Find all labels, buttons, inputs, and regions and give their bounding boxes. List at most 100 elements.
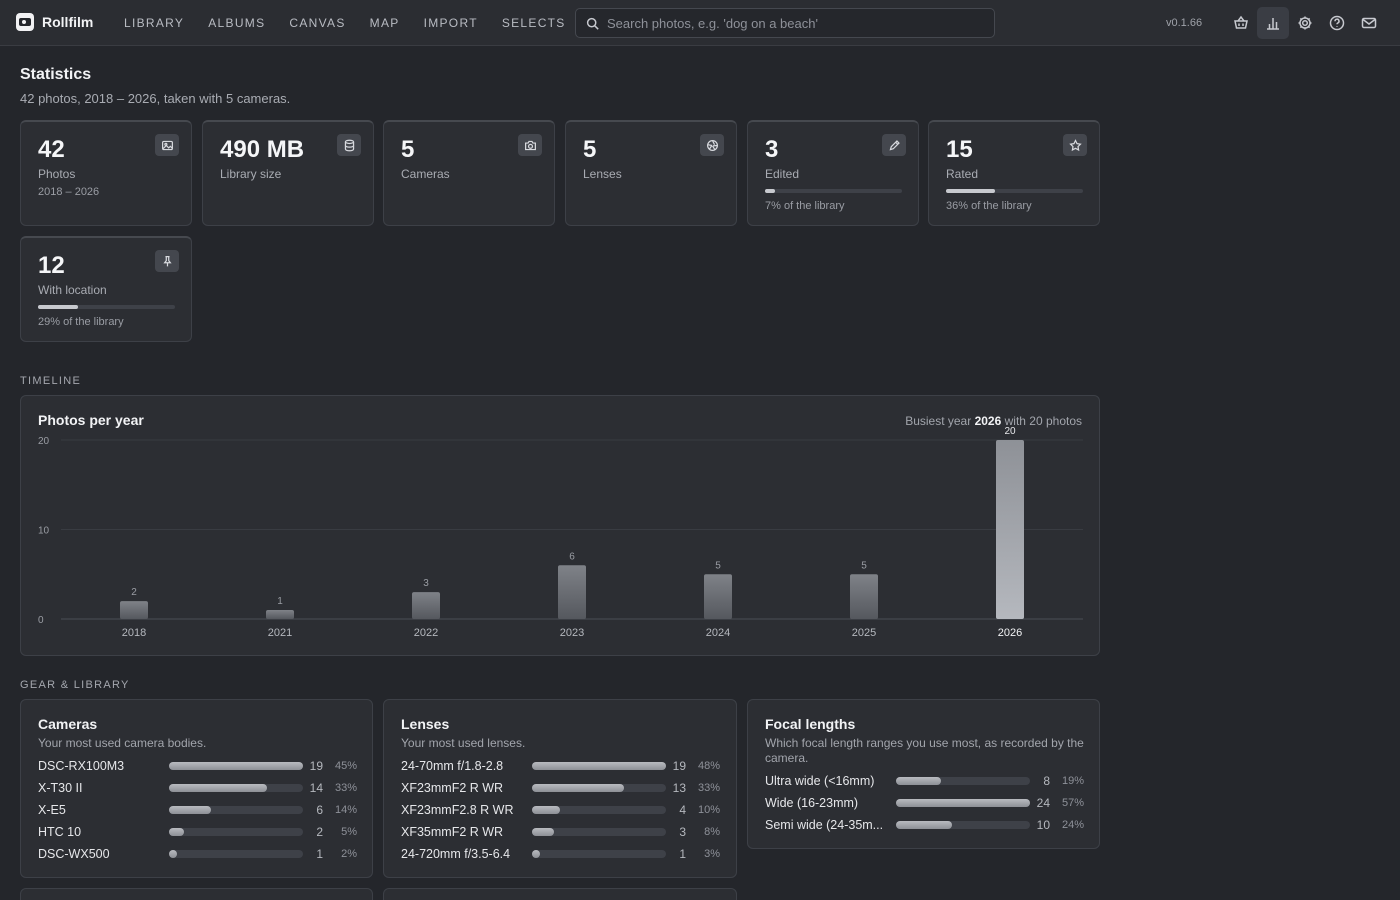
list-item-name: X-T30 II — [38, 781, 83, 795]
stat-value: 5 — [401, 136, 415, 163]
list-item[interactable]: XF23mmF2.8 R WR 4 10% — [401, 801, 720, 819]
stat-value: 3 — [765, 136, 779, 163]
data-label: 5 — [715, 560, 721, 571]
stat-value: 5 — [583, 136, 597, 163]
list-item[interactable]: X-E5 6 14% — [38, 801, 357, 819]
mail-icon[interactable] — [1353, 7, 1385, 39]
brand[interactable]: Rollfilm — [16, 13, 93, 31]
list-item-name: 24-720mm f/3.5-6.4 — [401, 847, 511, 861]
bar-2026 — [996, 440, 1024, 619]
stat-label: Cameras — [401, 167, 450, 181]
usage-bar-fill — [169, 762, 303, 770]
usage-bar-fill — [896, 777, 941, 785]
list-item[interactable]: Ultra wide (<16mm) 8 19% — [765, 772, 1084, 790]
list-item[interactable]: DSC-WX500 1 2% — [38, 845, 357, 863]
list-item-count: 6 — [316, 803, 323, 817]
list-item-percent: 10% — [697, 804, 720, 816]
camera-icon — [518, 134, 542, 156]
stat-label: Lenses — [583, 167, 622, 181]
list-item-percent: 19% — [1061, 775, 1084, 787]
page-title: Statistics — [20, 66, 92, 83]
list-item[interactable]: 24-70mm f/1.8-2.8 19 48% — [401, 757, 720, 775]
nav-map[interactable]: MAP — [369, 16, 400, 30]
chart-title: Photos per year — [38, 412, 144, 428]
search-input[interactable] — [607, 15, 987, 31]
panel-partial-left — [20, 888, 373, 900]
top-icon-bar — [1225, 7, 1385, 39]
data-label: 3 — [423, 578, 429, 589]
list-item-percent: 5% — [341, 826, 357, 838]
usage-bar — [896, 799, 1030, 807]
progress-bar — [946, 189, 1083, 193]
stat-value: 15 — [946, 136, 973, 163]
list-item-name: XF23mmF2 R WR — [401, 781, 504, 795]
list-item[interactable]: 24-720mm f/3.5-6.4 1 3% — [401, 845, 720, 863]
progress-fill — [38, 305, 78, 309]
list-item-percent: 24% — [1061, 819, 1084, 831]
list-item[interactable]: DSC-RX100M3 19 45% — [38, 757, 357, 775]
settings-icon[interactable] — [1289, 7, 1321, 39]
bar-2025 — [850, 574, 878, 619]
stat-card-rated: 15 Rated 36% of the library — [928, 120, 1100, 226]
help-icon[interactable] — [1321, 7, 1353, 39]
stat-label: Photos — [38, 167, 76, 181]
bar-2018 — [120, 601, 148, 619]
timeline-panel: Photos per year Busiest year 2026 with 2… — [20, 395, 1100, 656]
list-item[interactable]: Wide (16-23mm) 24 57% — [765, 794, 1084, 812]
list-item[interactable]: Semi wide (24-35m... 10 24% — [765, 816, 1084, 834]
list-item-count: 13 — [672, 781, 686, 795]
panel-description: Your most used camera bodies. — [38, 736, 207, 750]
list-item[interactable]: XF35mmF2 R WR 3 8% — [401, 823, 720, 841]
data-label: 5 — [861, 560, 867, 571]
list-item-count: 19 — [309, 759, 323, 773]
stats-icon[interactable] — [1257, 7, 1289, 39]
nav-import[interactable]: IMPORT — [423, 16, 478, 30]
usage-bar — [532, 784, 666, 792]
panel-description: Your most used lenses. — [401, 736, 526, 750]
list-item-count: 24 — [1036, 796, 1050, 810]
list-item-name: 24-70mm f/1.8-2.8 — [401, 759, 504, 773]
data-label: 6 — [569, 551, 575, 562]
stat-card-library-size: 490 MB Library size — [202, 120, 374, 226]
nav-library[interactable]: LIBRARY — [124, 16, 185, 30]
section-label-gear: GEAR & LIBRARY — [20, 679, 130, 691]
y-tick-label: 20 — [38, 436, 50, 447]
list-item[interactable]: X-T30 II 14 33% — [38, 779, 357, 797]
stat-card-photos: 42 Photos 2018 – 2026 — [20, 120, 192, 226]
panel-title: Cameras — [38, 716, 98, 732]
data-label: 1 — [277, 596, 283, 607]
list-item[interactable]: XF23mmF2 R WR 13 33% — [401, 779, 720, 797]
busiest-prefix: Busiest year — [905, 414, 972, 428]
x-tick-label: 2024 — [706, 627, 730, 639]
section-label-timeline: TIMELINE — [20, 375, 82, 387]
nav-albums[interactable]: ALBUMS — [208, 16, 266, 30]
nav-canvas[interactable]: CANVAS — [289, 16, 346, 30]
list-item-percent: 45% — [334, 760, 357, 772]
x-tick-label: 2018 — [122, 627, 146, 639]
list-item-count: 3 — [679, 825, 686, 839]
panel-title: Lenses — [401, 716, 450, 732]
usage-bar — [169, 850, 303, 858]
busiest-year-summary: Busiest year 2026 with 20 photos — [905, 414, 1082, 428]
list-item-name: DSC-WX500 — [38, 847, 110, 861]
list-item-name: XF35mmF2 R WR — [401, 825, 504, 839]
panel-description: Which focal length ranges you use most, … — [765, 736, 1084, 765]
usage-bar-fill — [169, 806, 211, 814]
photos-per-year-chart: 0 10 20 2 2018 1 2021 3 2022 6 2023 5 2024 5 2025 20 202… — [38, 426, 1083, 639]
basket-icon[interactable] — [1225, 7, 1257, 39]
top-bar: Rollfilm LIBRARY ALBUMS CANVAS MAP IMPOR… — [0, 0, 1400, 46]
usage-bar-fill — [896, 821, 953, 829]
pin-icon — [155, 250, 179, 272]
list-item[interactable]: HTC 10 2 5% — [38, 823, 357, 841]
nav-selects[interactable]: SELECTS — [501, 16, 566, 30]
usage-bar-fill — [532, 828, 555, 836]
stat-value: 12 — [38, 252, 65, 279]
usage-bar — [532, 762, 666, 770]
list-item-count: 19 — [672, 759, 686, 773]
data-label: 2 — [131, 587, 137, 598]
usage-bar-fill — [169, 850, 178, 858]
usage-bar — [169, 806, 303, 814]
stat-value: 490 MB — [220, 136, 305, 163]
stat-label: Library size — [220, 167, 282, 181]
stat-sub: 7% of the library — [765, 200, 845, 212]
